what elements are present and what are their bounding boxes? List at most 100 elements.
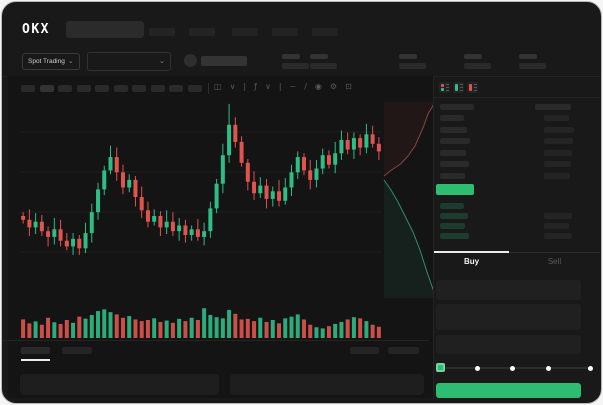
timeframe-button-placeholder[interactable] xyxy=(21,85,35,92)
row-mark xyxy=(474,90,477,91)
timeframe-button-placeholder[interactable] xyxy=(187,85,202,92)
book-mark xyxy=(469,84,472,91)
chart-tool-icons: ◫ ∨ | ƒ ∨ | ~ / ◉ ⚙ ⊡ xyxy=(214,83,352,91)
ticker-stat-label-placeholder xyxy=(282,54,300,59)
pair-selector-dropdown[interactable]: ⌄ xyxy=(87,52,171,71)
ask-amount-placeholder xyxy=(544,161,571,167)
search-input[interactable] xyxy=(66,21,144,38)
price-field-placeholder[interactable] xyxy=(436,304,581,330)
nav-item-placeholder[interactable] xyxy=(149,28,175,36)
ticker-stat-value-placeholder xyxy=(282,63,309,69)
ticker-stat-label-placeholder xyxy=(399,54,417,59)
row-mark xyxy=(446,87,449,88)
market-depth-chart[interactable] xyxy=(383,98,435,298)
timeframe-button-placeholder[interactable] xyxy=(150,85,165,92)
buy-tab-indicator xyxy=(434,251,509,253)
slider-stop[interactable] xyxy=(546,366,551,371)
ask-price-placeholder[interactable] xyxy=(440,150,466,156)
amount-field-placeholder[interactable] xyxy=(436,335,581,354)
toolbar-divider xyxy=(208,83,209,94)
orders-action-placeholder[interactable] xyxy=(388,347,419,354)
ticker-stat-label-placeholder xyxy=(519,54,537,59)
toolbar-divider: | xyxy=(278,82,282,91)
amount-slider-handle[interactable] xyxy=(436,363,445,372)
bid-price-placeholder[interactable] xyxy=(440,223,465,229)
slider-stop[interactable] xyxy=(588,366,593,371)
ask-price-placeholder[interactable] xyxy=(440,127,467,133)
toolbar-divider: | xyxy=(243,82,247,91)
candlestick-chart[interactable] xyxy=(20,98,382,294)
bid-price-placeholder[interactable] xyxy=(440,233,469,239)
bid-amount-placeholder xyxy=(544,223,569,229)
bids-only-view-icon[interactable] xyxy=(453,82,464,93)
ask-amount-placeholder xyxy=(544,138,573,144)
amount-column-header-placeholder xyxy=(535,104,571,110)
line-tool-icon[interactable]: ~ xyxy=(289,82,297,91)
combined-book-view-icon[interactable] xyxy=(439,82,450,93)
chevron-down-icon: ⌄ xyxy=(67,58,74,65)
orders-action-placeholder[interactable] xyxy=(350,347,379,354)
bid-price-placeholder[interactable] xyxy=(440,213,468,219)
orders-tab-placeholder[interactable] xyxy=(62,347,92,354)
asks-only-view-icon[interactable] xyxy=(467,82,478,93)
ask-mark xyxy=(441,84,444,87)
draw-tool-icon[interactable]: / xyxy=(304,82,307,91)
row-mark xyxy=(474,87,477,88)
nav-item-placeholder[interactable] xyxy=(189,28,215,36)
market-type-label: Spot Trading xyxy=(28,58,65,65)
orders-tab-active-placeholder[interactable] xyxy=(21,347,50,354)
settings-gear-icon[interactable]: ⚙ xyxy=(329,82,338,91)
candle-style-icon[interactable]: ◫ xyxy=(214,82,222,91)
bottom-divider xyxy=(2,340,429,341)
timeframe-button-placeholder[interactable] xyxy=(58,85,72,92)
bid-amount-placeholder xyxy=(544,233,572,239)
timeframe-button-placeholder[interactable] xyxy=(132,85,146,92)
tabbar-divider xyxy=(434,252,600,253)
market-type-dropdown[interactable]: Spot Trading ⌄ xyxy=(22,53,80,70)
orders-table-placeholder xyxy=(20,374,219,395)
slider-stop[interactable] xyxy=(510,366,515,371)
amount-slider-track[interactable] xyxy=(440,367,591,369)
chevron-down-icon[interactable]: ∨ xyxy=(264,82,271,91)
ask-price-placeholder[interactable] xyxy=(440,115,464,121)
timeframe-button-placeholder[interactable] xyxy=(39,85,54,92)
indicators-icon[interactable]: ƒ xyxy=(254,82,257,91)
ask-amount-placeholder xyxy=(544,150,572,156)
buy-tab[interactable]: Buy xyxy=(463,257,480,266)
order-book-divider xyxy=(434,97,600,98)
slider-stop[interactable] xyxy=(475,366,480,371)
ask-amount-placeholder xyxy=(544,115,569,121)
buy-submit-button[interactable] xyxy=(436,383,581,398)
nav-item-placeholder[interactable] xyxy=(272,28,298,36)
chevron-down-icon: ⌄ xyxy=(159,58,165,65)
ask-price-placeholder[interactable] xyxy=(440,138,470,144)
ticker-stat-label-placeholder xyxy=(464,54,482,59)
timeframe-button-placeholder[interactable] xyxy=(76,85,91,92)
row-mark xyxy=(460,87,463,88)
fullscreen-icon[interactable]: ⊡ xyxy=(345,82,352,91)
sell-tab[interactable]: Sell xyxy=(547,257,562,266)
nav-item-placeholder[interactable] xyxy=(312,28,338,36)
pair-name-placeholder xyxy=(201,56,247,66)
timeframe-button-placeholder[interactable] xyxy=(113,85,128,92)
chevron-down-icon[interactable]: ∨ xyxy=(229,82,236,91)
last-price-badge[interactable] xyxy=(436,184,474,195)
ask-price-placeholder[interactable] xyxy=(440,161,469,167)
coin-icon xyxy=(184,54,197,67)
ask-amount-placeholder xyxy=(544,127,574,133)
screenshot-camera-icon[interactable]: ◉ xyxy=(314,82,322,91)
ask-price-placeholder[interactable] xyxy=(440,173,465,179)
ticker-stat-value-placeholder xyxy=(310,63,337,69)
ticker-stat-value-placeholder xyxy=(399,63,426,69)
row-mark xyxy=(446,90,449,91)
nav-item-placeholder[interactable] xyxy=(232,28,258,36)
timeframe-button-placeholder[interactable] xyxy=(95,85,109,92)
ticker-stat-value-placeholder xyxy=(519,63,546,69)
timeframe-button-placeholder[interactable] xyxy=(169,85,183,92)
order-type-field-placeholder[interactable] xyxy=(436,280,581,300)
ticker-stat-label-placeholder xyxy=(310,54,328,59)
ticker-stat-value-placeholder xyxy=(464,63,491,69)
row-mark xyxy=(446,84,449,85)
bid-price-placeholder[interactable] xyxy=(440,203,464,209)
